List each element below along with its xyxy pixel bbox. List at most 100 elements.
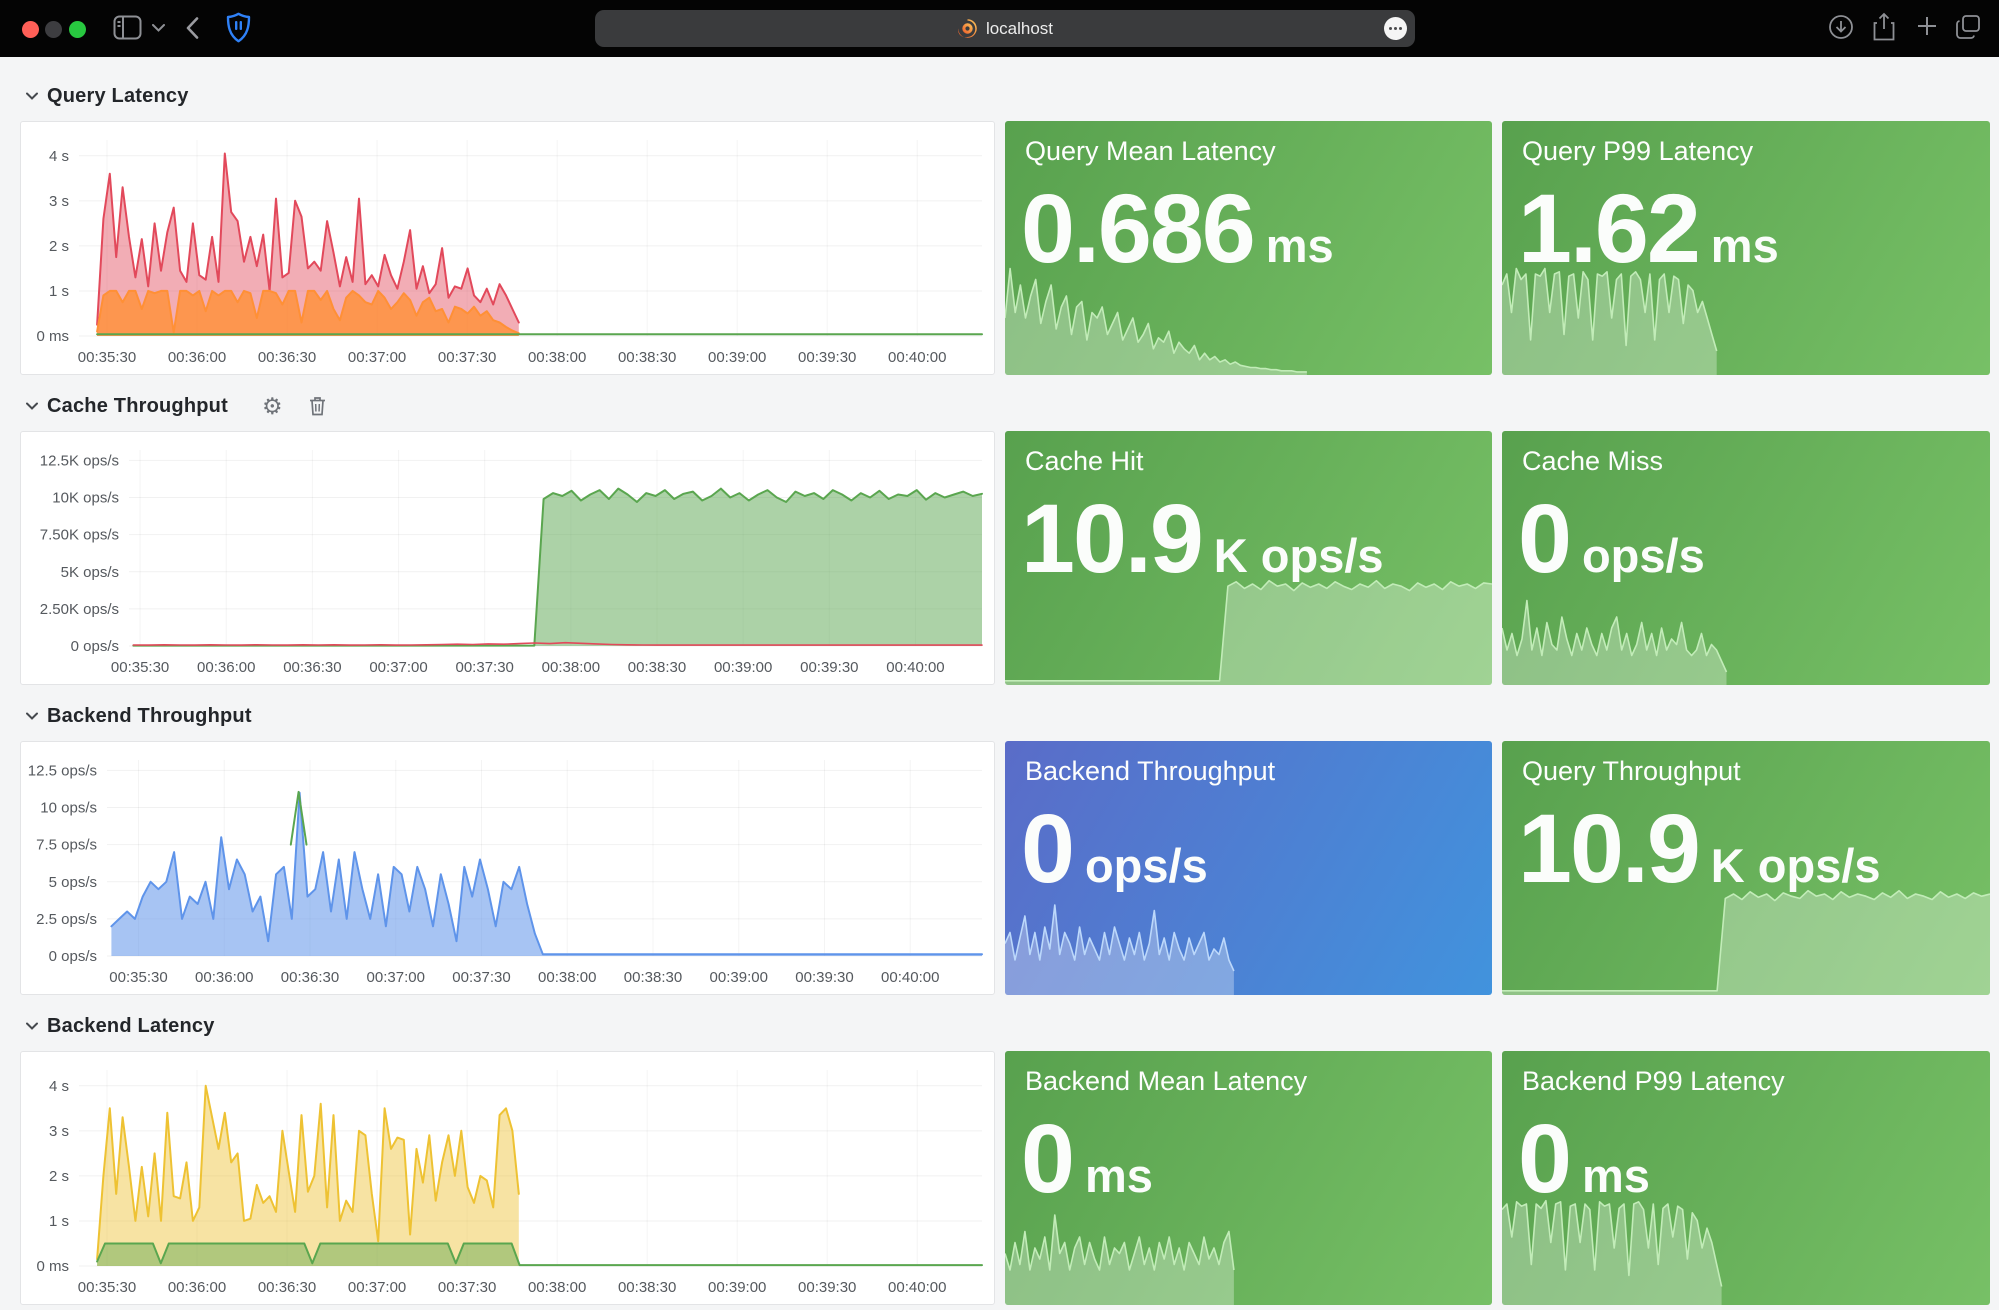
svg-text:00:37:00: 00:37:00 xyxy=(367,969,425,986)
svg-text:10 ops/s: 10 ops/s xyxy=(40,800,97,817)
svg-text:1 s: 1 s xyxy=(49,1213,69,1230)
page-settings-icon[interactable] xyxy=(1384,17,1407,40)
stat-panel-backend-throughput[interactable]: Backend Throughput 0 ops/s xyxy=(1005,741,1492,995)
stat-value: 10.9 K ops/s xyxy=(1021,484,1384,593)
svg-text:00:36:30: 00:36:30 xyxy=(258,349,316,366)
dashboard-content: Query Latency 0 ms 1 s 2 s 3 s 4 s 00:35:30 00… xyxy=(0,57,1999,1305)
svg-text:00:37:30: 00:37:30 xyxy=(456,659,514,676)
timeseries-panel-backend-latency[interactable]: 0 ms 1 s 2 s 3 s 4 s 00:35:30 00:36:00 00:36:30… xyxy=(20,1051,995,1305)
row-title[interactable]: Backend Throughput xyxy=(47,704,252,727)
timeseries-panel-backend-throughput[interactable]: 0 ops/s 2.5 ops/s 5 ops/s 7.5 ops/s 10 ops/s… xyxy=(20,741,995,995)
row-header-backend-latency: Backend Latency xyxy=(20,1001,1990,1051)
stat-panel-cache-miss[interactable]: Cache Miss 0 ops/s xyxy=(1502,431,1990,685)
stat-panel-backend-p99-latency[interactable]: Backend P99 Latency 0 ms xyxy=(1502,1051,1990,1305)
row-collapse-icon[interactable] xyxy=(26,712,38,720)
stat-sparkline xyxy=(1502,567,1990,685)
shield-pause-icon[interactable] xyxy=(226,12,251,43)
downloads-icon[interactable] xyxy=(1828,14,1854,40)
timeseries-chart: 0 ms 1 s 2 s 3 s 4 s 00:35:30 00:36:00 00:36:30… xyxy=(36,140,983,366)
svg-text:4 s: 4 s xyxy=(49,148,69,165)
timeseries-panel-cache-throughput[interactable]: 0 ops/s 2.50K ops/s 5K ops/s 7.50K ops/s 10K… xyxy=(20,431,995,685)
svg-text:00:36:00: 00:36:00 xyxy=(168,1279,226,1296)
stat-title: Cache Miss xyxy=(1522,446,1664,476)
window-minimize-button[interactable] xyxy=(45,21,62,38)
trash-icon[interactable] xyxy=(309,396,326,416)
svg-text:5K ops/s: 5K ops/s xyxy=(61,564,119,581)
svg-text:00:39:30: 00:39:30 xyxy=(800,659,858,676)
stat-panel-query-mean-latency[interactable]: Query Mean Latency 0.686 ms xyxy=(1005,121,1492,375)
svg-text:00:37:00: 00:37:00 xyxy=(348,1279,406,1296)
svg-text:00:39:00: 00:39:00 xyxy=(708,1279,766,1296)
row-header-cache-throughput: Cache Throughput ⚙ xyxy=(20,381,1990,431)
stat-sparkline xyxy=(1005,1187,1492,1305)
stat-title: Backend Mean Latency xyxy=(1025,1066,1308,1096)
stat-panel-backend-mean-latency[interactable]: Backend Mean Latency 0 ms xyxy=(1005,1051,1492,1305)
svg-text:00:36:00: 00:36:00 xyxy=(195,969,253,986)
stat-panel-cache-hit[interactable]: Cache Hit 10.9 K ops/s xyxy=(1005,431,1492,685)
timeseries-chart: 0 ops/s 2.50K ops/s 5K ops/s 7.50K ops/s 10K… xyxy=(40,450,983,676)
address-bar[interactable]: localhost xyxy=(595,10,1415,47)
svg-text:7.5 ops/s: 7.5 ops/s xyxy=(36,837,97,854)
svg-text:00:35:30: 00:35:30 xyxy=(78,349,136,366)
row-body: 0 ms 1 s 2 s 3 s 4 s 00:35:30 00:36:00 00:36:30… xyxy=(20,121,1990,375)
svg-text:00:36:30: 00:36:30 xyxy=(283,659,341,676)
stat-sparkline xyxy=(1502,257,1990,375)
svg-text:2 s: 2 s xyxy=(49,238,69,255)
row-body: 0 ops/s 2.50K ops/s 5K ops/s 7.50K ops/s 10K… xyxy=(20,431,1990,685)
window-close-button[interactable] xyxy=(22,21,39,38)
stat-title: Cache Hit xyxy=(1025,446,1144,476)
svg-text:00:37:00: 00:37:00 xyxy=(369,659,427,676)
svg-text:00:35:30: 00:35:30 xyxy=(111,659,169,676)
row-title[interactable]: Backend Latency xyxy=(47,1014,215,1037)
row-title[interactable]: Cache Throughput xyxy=(47,394,228,417)
stat-value: 1.62 ms xyxy=(1518,174,1779,283)
svg-text:00:40:00: 00:40:00 xyxy=(888,1279,946,1296)
svg-text:00:38:00: 00:38:00 xyxy=(538,969,596,986)
row-collapse-icon[interactable] xyxy=(26,92,38,100)
stat-sparkline xyxy=(1005,567,1492,685)
stat-sparkline xyxy=(1005,257,1492,375)
gear-icon[interactable]: ⚙ xyxy=(261,392,283,419)
svg-text:00:36:30: 00:36:30 xyxy=(281,969,339,986)
share-icon[interactable] xyxy=(1872,12,1896,42)
svg-text:3 s: 3 s xyxy=(49,1123,69,1140)
svg-text:00:38:00: 00:38:00 xyxy=(528,349,586,366)
svg-text:2.50K ops/s: 2.50K ops/s xyxy=(40,601,119,618)
svg-text:7.50K ops/s: 7.50K ops/s xyxy=(40,527,119,544)
sidebar-icon[interactable] xyxy=(113,15,142,40)
stat-panel-query-throughput[interactable]: Query Throughput 10.9 K ops/s xyxy=(1502,741,1990,995)
svg-text:12.5 ops/s: 12.5 ops/s xyxy=(28,762,97,779)
row-collapse-icon[interactable] xyxy=(26,1022,38,1030)
svg-text:00:37:30: 00:37:30 xyxy=(438,349,496,366)
new-tab-icon[interactable] xyxy=(1915,14,1939,38)
stat-title: Query P99 Latency xyxy=(1522,136,1754,166)
stat-panel-query-p99-latency[interactable]: Query P99 Latency 1.62 ms xyxy=(1502,121,1990,375)
svg-text:00:40:00: 00:40:00 xyxy=(888,349,946,366)
row-title[interactable]: Query Latency xyxy=(47,84,189,107)
stat-sparkline xyxy=(1005,877,1492,995)
stat-value: 0.686 ms xyxy=(1021,174,1334,283)
svg-text:0 ops/s: 0 ops/s xyxy=(71,638,119,655)
tab-overview-icon[interactable] xyxy=(1955,14,1982,40)
row-body: 0 ms 1 s 2 s 3 s 4 s 00:35:30 00:36:00 00:36:30… xyxy=(20,1051,1990,1305)
window-zoom-button[interactable] xyxy=(69,21,86,38)
svg-text:4 s: 4 s xyxy=(49,1078,69,1095)
svg-text:00:40:00: 00:40:00 xyxy=(886,659,944,676)
svg-text:00:36:00: 00:36:00 xyxy=(197,659,255,676)
svg-text:1 s: 1 s xyxy=(49,283,69,300)
svg-text:00:39:00: 00:39:00 xyxy=(714,659,772,676)
svg-text:00:38:30: 00:38:30 xyxy=(628,659,686,676)
stat-sparkline xyxy=(1502,1187,1990,1305)
url-text: localhost xyxy=(985,18,1054,38)
svg-text:00:39:30: 00:39:30 xyxy=(798,349,856,366)
svg-text:00:39:00: 00:39:00 xyxy=(708,349,766,366)
stat-title: Backend P99 Latency xyxy=(1522,1066,1785,1096)
row-header-backend-throughput: Backend Throughput xyxy=(20,691,1990,741)
chevron-down-icon[interactable] xyxy=(152,24,165,32)
svg-text:3 s: 3 s xyxy=(49,193,69,210)
back-icon[interactable] xyxy=(186,17,199,39)
row-collapse-icon[interactable] xyxy=(26,402,38,410)
svg-text:5 ops/s: 5 ops/s xyxy=(49,874,97,891)
timeseries-panel-query-latency[interactable]: 0 ms 1 s 2 s 3 s 4 s 00:35:30 00:36:00 00:36:30… xyxy=(20,121,995,375)
svg-text:00:36:30: 00:36:30 xyxy=(258,1279,316,1296)
